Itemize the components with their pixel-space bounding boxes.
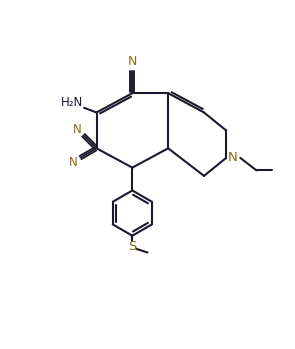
- Text: H₂N: H₂N: [60, 96, 83, 109]
- Text: N: N: [227, 151, 237, 164]
- Text: N: N: [128, 55, 137, 68]
- Text: N: N: [69, 156, 78, 169]
- Text: S: S: [128, 240, 137, 253]
- Text: N: N: [73, 123, 82, 136]
